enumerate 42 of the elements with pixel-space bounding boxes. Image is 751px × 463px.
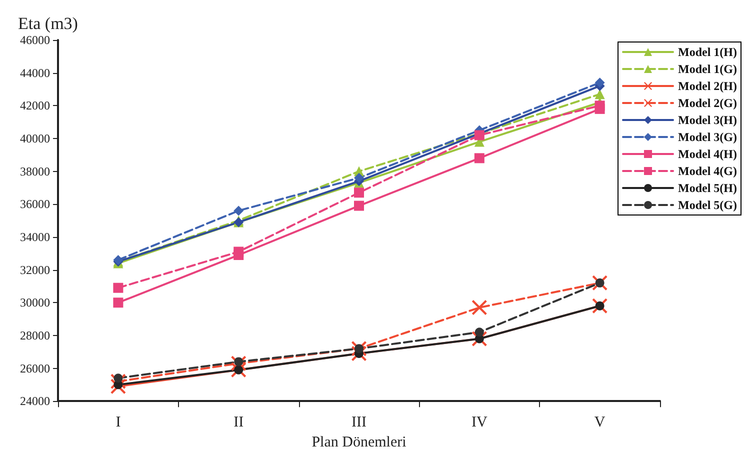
point [354, 200, 364, 211]
y-axis-title: Eta (m3) [18, 14, 78, 33]
legend-label: Model 5(H) [678, 181, 738, 195]
y-tick-label: 44000 [20, 66, 50, 80]
point [234, 246, 244, 257]
y-tick-label: 34000 [20, 230, 50, 244]
y-tick-label: 46000 [20, 33, 50, 47]
legend-label: Model 1(H) [678, 45, 738, 59]
legend-label: Model 2(H) [678, 79, 738, 93]
y-tick-label: 30000 [20, 296, 50, 310]
y-tick-label: 40000 [20, 131, 50, 146]
point [354, 188, 364, 198]
x-tick-label: V [594, 414, 606, 431]
y-tick-label: 32000 [20, 262, 50, 277]
x-tick-label: I [116, 414, 121, 431]
x-axis-title: Plan Dönemleri [312, 434, 406, 450]
x-tick-label: III [352, 414, 366, 431]
y-tick-label: 28000 [20, 328, 50, 342]
y-tick-label: 26000 [20, 361, 50, 376]
y-tick-label: 42000 [20, 98, 50, 113]
point [354, 172, 364, 183]
legend-label: Model 4(G) [678, 164, 738, 178]
legend-label: Model 5(G) [678, 198, 738, 212]
y-tick-label: 24000 [20, 394, 50, 408]
point [474, 153, 484, 164]
x-tick-label: II [234, 414, 244, 431]
point [594, 100, 605, 111]
point [594, 78, 605, 88]
point [474, 328, 484, 337]
legend-label: Model 2(G) [678, 96, 738, 110]
point [113, 282, 124, 293]
x-tick-label: IV [471, 414, 488, 431]
point [113, 298, 124, 308]
y-tick-label: 36000 [20, 197, 50, 212]
point [594, 89, 605, 100]
legend-label: Model 1(G) [678, 62, 738, 76]
legend-label: Model 3(H) [678, 113, 738, 127]
point [472, 300, 487, 316]
legend-label: Model 4(H) [678, 147, 738, 161]
y-tick-label: 38000 [20, 164, 50, 178]
legend-label: Model 3(G) [678, 130, 738, 144]
point [234, 206, 244, 216]
